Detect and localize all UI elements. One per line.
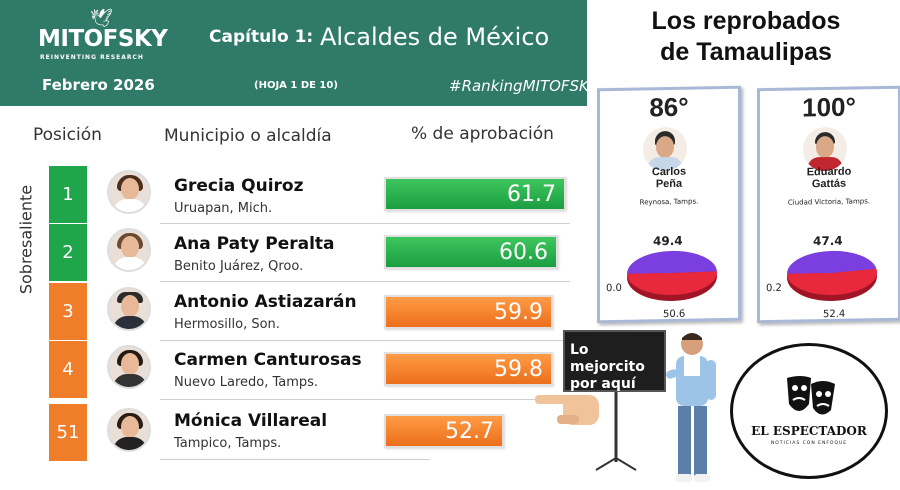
row-place: Hermosillo, Son.: [174, 317, 280, 332]
pie-bottom-label: 50.6: [663, 308, 686, 321]
approval-value: 60.6: [499, 239, 548, 265]
callout-sign: Lo mejorcito por aquí: [563, 330, 666, 392]
pie-slice-red: [627, 271, 717, 295]
column-header-position: Posición: [33, 125, 102, 145]
avatar: [107, 287, 151, 331]
pie-chart: [627, 250, 717, 301]
row-place: Uruapan, Mich.: [174, 201, 273, 216]
candidate-name: Carlos Peña: [600, 165, 738, 191]
position-cell: 3: [49, 283, 87, 340]
pie-slice-red: [787, 268, 877, 295]
row-divider: [160, 340, 570, 341]
row-place: Nuevo Laredo, Tamps.: [174, 375, 319, 390]
presenter-figure: [666, 333, 716, 482]
approval-bar: 52.7: [384, 414, 504, 448]
section-label: Sobresaliente: [16, 184, 36, 295]
row-name: Grecia Quiroz: [174, 176, 304, 196]
bird-icon: 🕊: [90, 8, 113, 29]
row-name: Carmen Canturosas: [174, 350, 362, 370]
pointing-hand-icon: [535, 395, 599, 425]
avatar: [803, 126, 847, 172]
column-header-approval: % de aprobación: [411, 124, 554, 144]
sign-stand: [595, 392, 637, 471]
degree-label: 100°: [802, 91, 856, 123]
pie-chart: [787, 250, 877, 301]
row-name: Antonio Astiazarán: [174, 292, 357, 312]
row-name: Ana Paty Peralta: [174, 234, 335, 254]
candidate-card: 100° Eduardo Gattás Ciudad Victoria, Tam…: [757, 85, 900, 324]
right-title-line2: de Tamaulipas: [660, 38, 832, 66]
approval-bar: 60.6: [384, 235, 558, 269]
position-cell: 2: [49, 224, 87, 281]
approval-value: 52.7: [445, 418, 494, 444]
approval-bar: 61.7: [384, 177, 566, 211]
row-place: Benito Juárez, Qroo.: [174, 259, 304, 274]
row-place: Tampico, Tamps.: [174, 436, 282, 451]
chapter-title: Alcaldes de México: [320, 23, 550, 51]
candidate-city: Reynosa, Tamps.: [639, 197, 699, 207]
avatar: [107, 345, 151, 389]
brand-tagline: NOTICIAS CON ENFOQUE: [770, 441, 848, 446]
candidate-last-name: Gattás: [811, 177, 847, 191]
row-divider: [160, 281, 570, 282]
avatar: [643, 126, 687, 172]
column-header-municipality: Municipio o alcaldía: [164, 126, 332, 146]
theater-masks-icon: [787, 376, 835, 415]
hashtag: #RankingMITOFSKY: [449, 77, 599, 95]
right-panel-title: Los reprobados de Tamaulipas: [596, 6, 896, 68]
date-label: Febrero 2026: [42, 76, 155, 94]
brand-name: EL ESPECTADOR: [751, 424, 867, 438]
approval-value: 59.9: [494, 299, 543, 325]
candidate-city: Ciudad Victoria, Tamps.: [787, 197, 871, 207]
header-banner: 🕊 MITOFSKY REINVENTING RESEARCH Capítulo…: [0, 0, 598, 106]
row-name: Mónica Villareal: [174, 411, 328, 431]
position-cell: 51: [49, 404, 87, 461]
el-espectador-logo: EL ESPECTADOR NOTICIAS CON ENFOQUE: [730, 343, 888, 479]
pie-slice-purple: [787, 250, 877, 274]
position-cell: 1: [49, 166, 87, 223]
candidate-name: Eduardo Gattás: [760, 165, 898, 191]
candidate-card: 86° Carlos Peña Reynosa, Tamps. 49.4 0.0…: [597, 85, 741, 324]
approval-bar: 59.9: [384, 295, 553, 329]
row-divider: [160, 459, 430, 460]
degree-label: 86°: [649, 91, 689, 123]
chapter-label: Capítulo 1:: [209, 27, 314, 47]
avatar: [107, 170, 151, 214]
pie-slice-purple: [627, 250, 717, 274]
avatar: [107, 228, 151, 272]
position-cell: 4: [49, 341, 87, 398]
pie-bottom-label: 52.4: [823, 308, 846, 321]
approval-value: 61.7: [507, 181, 556, 207]
right-title-line1: Los reprobados: [651, 7, 841, 35]
logo-tagline: REINVENTING RESEARCH: [40, 54, 144, 61]
row-divider: [160, 399, 570, 400]
candidate-last-name: Peña: [655, 177, 683, 191]
mitofsky-logo: 🕊 MITOFSKY REINVENTING RESEARCH: [38, 8, 168, 62]
approval-bar: 59.8: [384, 352, 553, 386]
avatar: [107, 408, 151, 452]
row-divider: [160, 223, 570, 224]
approval-value: 59.8: [494, 356, 543, 382]
logo-text: MITOFSKY: [38, 26, 168, 52]
pie-left-label: 0.0: [606, 282, 622, 295]
sheet-label: (HOJA 1 DE 10): [254, 80, 338, 91]
pie-left-label: 0.2: [766, 282, 782, 295]
